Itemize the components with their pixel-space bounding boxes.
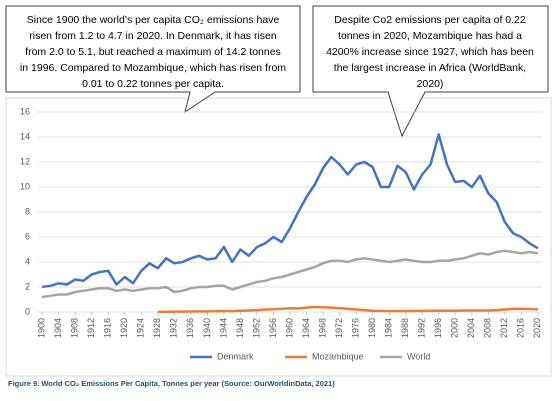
y-tick-label: 12 bbox=[20, 156, 30, 166]
x-tick-label: 1960 bbox=[284, 318, 294, 338]
x-tick-label: 1948 bbox=[235, 318, 245, 338]
legend-label: World bbox=[407, 351, 430, 361]
legend-label: Denmark bbox=[217, 351, 254, 361]
x-tick-label: 1996 bbox=[433, 318, 443, 338]
x-tick-label: 1916 bbox=[103, 318, 113, 338]
y-tick-label: 8 bbox=[25, 206, 30, 216]
legend-label: Mozambique bbox=[312, 351, 364, 361]
x-tick-label: 2020 bbox=[532, 318, 542, 338]
x-tick-label: 1924 bbox=[136, 318, 146, 338]
x-tick-label: 1964 bbox=[301, 318, 311, 338]
x-tick-label: 1952 bbox=[251, 318, 261, 338]
callout-text: Since 1900 the world’s per capita CO₂ em… bbox=[27, 14, 280, 26]
x-tick-label: 1940 bbox=[202, 318, 212, 338]
y-tick-label: 6 bbox=[25, 231, 30, 241]
x-tick-label: 1920 bbox=[119, 318, 129, 338]
x-tick-label: 1988 bbox=[400, 318, 410, 338]
x-tick-label: 1968 bbox=[317, 318, 327, 338]
callout-box bbox=[5, 5, 301, 114]
x-tick-label: 1936 bbox=[185, 318, 195, 338]
x-tick-label: 1908 bbox=[70, 318, 80, 338]
x-tick-label: 1904 bbox=[53, 318, 63, 338]
callout-text: risen from 1.2 to 4.7 in 2020. In Denmar… bbox=[29, 30, 277, 42]
x-tick-label: 1984 bbox=[384, 318, 394, 338]
y-tick-label: 10 bbox=[20, 181, 30, 191]
x-tick-label: 2004 bbox=[466, 318, 476, 338]
series-line bbox=[41, 249, 539, 299]
x-tick-label: 1976 bbox=[350, 318, 360, 338]
callout-text: the largest increase in Africa (WorldBan… bbox=[334, 62, 526, 74]
x-tick-label: 1900 bbox=[37, 318, 47, 338]
callout-text: 4200% increase since 1927, which has bee… bbox=[326, 46, 534, 58]
series-line bbox=[157, 305, 538, 314]
x-tick-label: 1912 bbox=[86, 318, 96, 338]
callout-text: Despite Co2 emissions per capita of 0.22 bbox=[334, 14, 526, 26]
x-tick-label: 2016 bbox=[516, 318, 526, 338]
callout-box bbox=[312, 5, 549, 138]
x-tick-label: 1944 bbox=[218, 318, 228, 338]
callout-text: from 2.0 to 5.1, but reached a maximum o… bbox=[25, 46, 281, 58]
callout-text: 2020) bbox=[417, 78, 444, 90]
y-tick-label: 4 bbox=[25, 256, 30, 266]
x-tick-label: 1980 bbox=[367, 318, 377, 338]
y-tick-label: 2 bbox=[25, 281, 30, 291]
x-tick-label: 2008 bbox=[483, 318, 493, 338]
x-tick-label: 1956 bbox=[268, 318, 278, 338]
x-tick-label: 1972 bbox=[334, 318, 344, 338]
series-line bbox=[41, 133, 539, 289]
y-tick-label: 14 bbox=[20, 131, 30, 141]
y-tick-label: 0 bbox=[25, 306, 30, 316]
x-tick-label: 1932 bbox=[169, 318, 179, 338]
callout-text: 0.01 to 0.22 tonnes per capita. bbox=[82, 78, 224, 90]
x-tick-label: 1928 bbox=[152, 318, 162, 338]
x-tick-label: 2012 bbox=[499, 318, 509, 338]
x-tick-label: 1992 bbox=[417, 318, 427, 338]
x-tick-label: 2000 bbox=[450, 318, 460, 338]
y-tick-label: 16 bbox=[20, 106, 30, 116]
callout-text: in 1996. Compared to Mozambique, which h… bbox=[20, 62, 286, 74]
callout-text: tonnes in 2020, Mozambique has had a bbox=[338, 30, 522, 42]
caption: Figure 9. World CO₂ Emissions Per Capita… bbox=[8, 379, 335, 388]
